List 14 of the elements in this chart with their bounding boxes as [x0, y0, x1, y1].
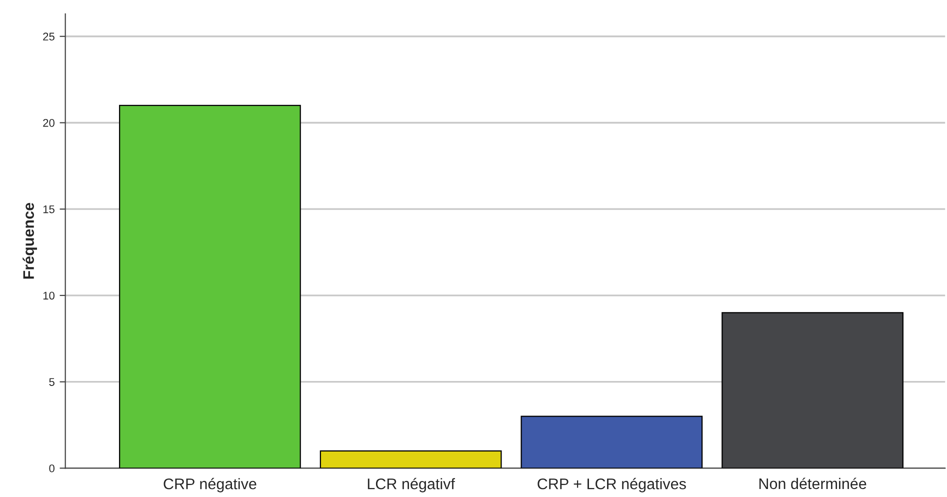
- y-tick-label: 20: [43, 119, 54, 127]
- x-tick-label: CRP + LCR négatives: [538, 478, 686, 492]
- x-tick-label: LCR négativf: [368, 478, 456, 492]
- x-tick-label: CRP négative: [164, 478, 256, 492]
- bar: [520, 416, 703, 468]
- y-axis-title: Fréquence: [22, 202, 38, 279]
- y-tick-label: 0: [49, 464, 54, 472]
- bar: [320, 450, 502, 468]
- x-tick-label: Non déterminée: [759, 478, 866, 490]
- bar: [119, 104, 301, 468]
- y-tick-label: 15: [43, 205, 54, 214]
- y-tick-label: 5: [49, 378, 54, 386]
- y-tick-label: 10: [43, 292, 54, 300]
- y-tick-label: 25: [43, 32, 54, 41]
